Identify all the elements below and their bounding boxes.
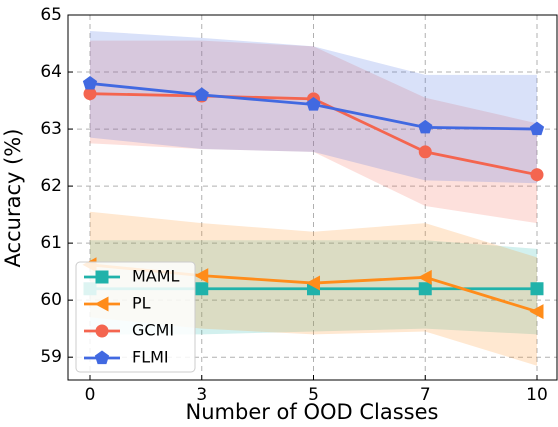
band bbox=[90, 40, 537, 224]
y-axis-label: Accuracy (%) bbox=[1, 129, 25, 268]
point bbox=[418, 119, 433, 134]
point bbox=[195, 282, 209, 296]
legend: MAML PL GCMI FLMI bbox=[75, 261, 196, 373]
point bbox=[306, 275, 320, 291]
y-tick-label: 64 bbox=[40, 62, 62, 82]
x-tick-label: 3 bbox=[196, 385, 207, 405]
point bbox=[194, 87, 209, 101]
point bbox=[194, 268, 209, 284]
point bbox=[530, 282, 544, 296]
point bbox=[418, 282, 432, 296]
x-axis-label: Number of OOD Classes bbox=[186, 400, 439, 424]
point bbox=[83, 87, 97, 101]
point bbox=[529, 121, 545, 136]
legend-marker bbox=[94, 296, 109, 312]
x-tick-label: 5 bbox=[308, 385, 319, 405]
legend-marker bbox=[95, 270, 109, 284]
legend-marker bbox=[95, 324, 109, 338]
point bbox=[529, 304, 544, 320]
point bbox=[306, 97, 321, 111]
legend-label: GCMI bbox=[132, 321, 174, 340]
y-tick-label: 62 bbox=[40, 176, 62, 196]
legend-marker bbox=[94, 350, 110, 365]
legend-label: PL bbox=[132, 294, 151, 313]
y-tick-label: 60 bbox=[40, 290, 62, 310]
y-tick-label: 61 bbox=[40, 233, 62, 253]
x-tick-label: 0 bbox=[85, 385, 96, 405]
y-tick-label: 59 bbox=[40, 347, 62, 367]
legend-box bbox=[75, 261, 196, 373]
legend-label: MAML bbox=[132, 267, 180, 286]
point bbox=[418, 145, 432, 159]
point bbox=[417, 269, 432, 285]
y-tick-label: 65 bbox=[40, 5, 62, 25]
x-tick-label: 7 bbox=[420, 385, 431, 405]
y-tick-label: 63 bbox=[40, 119, 62, 139]
legend-label: FLMI bbox=[132, 348, 169, 367]
point bbox=[82, 75, 98, 90]
plot-frame bbox=[67, 14, 558, 381]
x-tick-label: 10 bbox=[526, 385, 548, 405]
point bbox=[530, 168, 544, 182]
